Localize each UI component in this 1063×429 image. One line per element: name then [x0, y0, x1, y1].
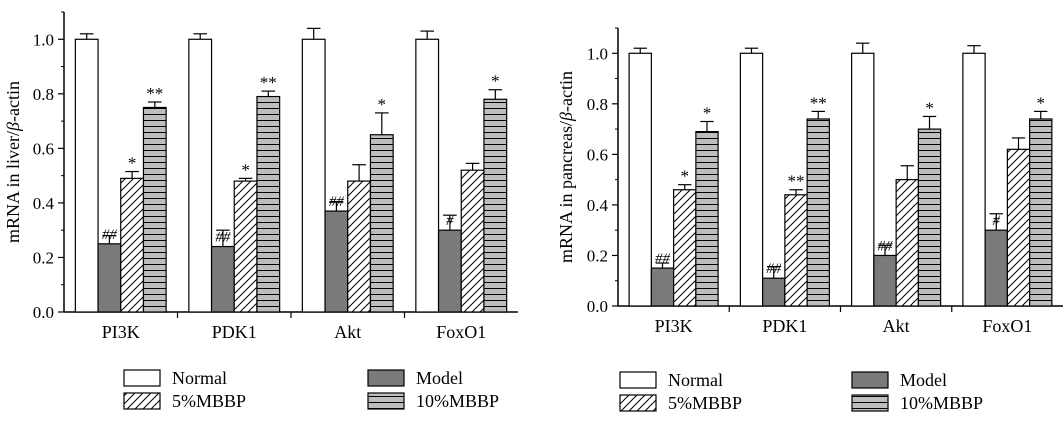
y-tick-label: 0.0 [33, 303, 54, 322]
legend-label-10pct-mbbp: 10%MBBP [416, 391, 499, 411]
bar-model-pdk1 [762, 277, 786, 307]
bar-normal-akt [851, 52, 875, 307]
significance-mark: ** [788, 172, 805, 191]
legend-swatch-normal [123, 369, 161, 387]
significance-mark: * [491, 72, 500, 91]
bar-model-foxo1 [437, 229, 462, 313]
significance-mark: * [925, 98, 934, 117]
legend-label-5pct-mbbp: 5%MBBP [172, 391, 246, 411]
significance-mark: # [993, 213, 1001, 229]
legend-swatch-5pct-mbbp [123, 392, 161, 410]
x-tick-label-foxo1: FoxO1 [982, 316, 1032, 336]
x-tick-label-foxo1: FoxO1 [436, 322, 486, 342]
significance-mark: * [703, 104, 712, 123]
bar-5pct-mbbp-pdk1 [784, 194, 808, 307]
bar-10pct-mbbp-foxo1 [483, 98, 508, 313]
bar-5pct-mbbp-pdk1 [233, 180, 258, 313]
significance-mark: ** [810, 93, 827, 112]
significance-mark: ## [102, 227, 118, 243]
legend-label-10pct-mbbp: 10%MBBP [900, 393, 983, 413]
x-tick-label-pdk1: PDK1 [212, 322, 257, 342]
bar-10pct-mbbp-foxo1 [1029, 118, 1053, 307]
y-tick-label: 0.8 [587, 95, 608, 114]
significance-mark: # [446, 213, 454, 229]
bar-5pct-mbbp-pi3k [673, 189, 697, 307]
significance-mark: * [681, 167, 690, 186]
legend-label-5pct-mbbp: 5%MBBP [668, 393, 742, 413]
bar-5pct-mbbp-akt [895, 179, 919, 307]
bar-model-pi3k [650, 267, 675, 307]
significance-mark: ## [766, 261, 782, 277]
y-tick-label: 0.4 [33, 194, 55, 213]
y-axis-label: mRNA in liver/β-actin [3, 81, 23, 243]
bar-normal-foxo1 [962, 52, 986, 307]
legend-label-normal: Normal [668, 370, 723, 390]
x-tick-label-pdk1: PDK1 [762, 316, 807, 336]
y-tick-label: 0.6 [33, 139, 54, 158]
pancreas-chart: 0.0 0.2 0.4 0.6 0.8 1.0 mRNA in pancreas/β-act… [556, 27, 1063, 413]
x-tick-label-akt: Akt [883, 316, 910, 336]
bar-normal-pdk1 [739, 52, 764, 307]
significance-mark: * [378, 95, 387, 114]
legend-label-model: Model [900, 370, 947, 390]
y-tick-label: 0.6 [587, 145, 608, 164]
y-tick-label: 1.0 [587, 44, 608, 63]
bar-model-akt [324, 210, 349, 313]
significance-mark: * [241, 160, 250, 179]
bar-10pct-mbbp-pdk1 [256, 95, 281, 313]
y-tick-label: 1.0 [33, 30, 54, 49]
y-tick-label: 0.8 [33, 85, 54, 104]
x-tick-label-akt: Akt [334, 322, 361, 342]
bar-10pct-mbbp-pdk1 [806, 118, 830, 307]
bar-5pct-mbbp-pi3k [120, 177, 145, 313]
significance-mark: ## [878, 238, 894, 254]
bar-normal-akt [301, 38, 326, 313]
x-tick-label-pi3k: PI3K [655, 316, 693, 336]
bar-model-akt [873, 254, 897, 307]
legend-swatch-model [851, 371, 889, 389]
y-tick-label: 0.0 [587, 297, 608, 316]
bar-model-pi3k [97, 243, 122, 313]
bar-normal-foxo1 [415, 38, 440, 313]
y-tick-label: 0.4 [587, 196, 609, 215]
legend-swatch-model [367, 369, 405, 387]
bar-10pct-mbbp-pi3k [142, 106, 167, 313]
bar-5pct-mbbp-foxo1 [1006, 148, 1031, 307]
bar-model-pdk1 [210, 245, 235, 313]
y-axis-label: mRNA in pancreas/β-actin [556, 71, 576, 263]
legend-label-model: Model [416, 368, 463, 388]
bar-normal-pi3k [74, 38, 99, 313]
significance-mark: ** [260, 73, 277, 92]
bar-5pct-mbbp-akt [347, 180, 372, 313]
significance-mark: ## [655, 251, 671, 267]
bar-10pct-mbbp-akt [369, 134, 394, 313]
legend-label-normal: Normal [172, 368, 227, 388]
y-tick-label: 0.2 [33, 248, 54, 267]
bar-5pct-mbbp-foxo1 [460, 169, 485, 313]
significance-mark: ## [329, 194, 345, 210]
significance-mark: * [128, 154, 137, 173]
x-tick-label-pi3k: PI3K [102, 322, 140, 342]
legend-swatch-5pct-mbbp [619, 394, 657, 412]
significance-mark: * [1037, 93, 1046, 112]
bar-10pct-mbbp-akt [917, 128, 942, 307]
significance-mark: ## [215, 230, 231, 246]
legend-swatch-normal [619, 371, 657, 389]
legend-swatch-10pct-mbbp [367, 392, 405, 410]
y-tick-label: 0.2 [587, 246, 608, 265]
significance-mark: ** [146, 84, 163, 103]
legend-swatch-10pct-mbbp [851, 394, 889, 412]
liver-chart: 0.0 0.2 0.4 0.6 0.8 1.0 mRNA in liver/β-actin P… [3, 11, 518, 411]
bar-10pct-mbbp-pi3k [695, 131, 719, 307]
bar-model-foxo1 [984, 229, 1008, 307]
bar-normal-pdk1 [188, 38, 213, 313]
bar-normal-pi3k [628, 52, 652, 307]
